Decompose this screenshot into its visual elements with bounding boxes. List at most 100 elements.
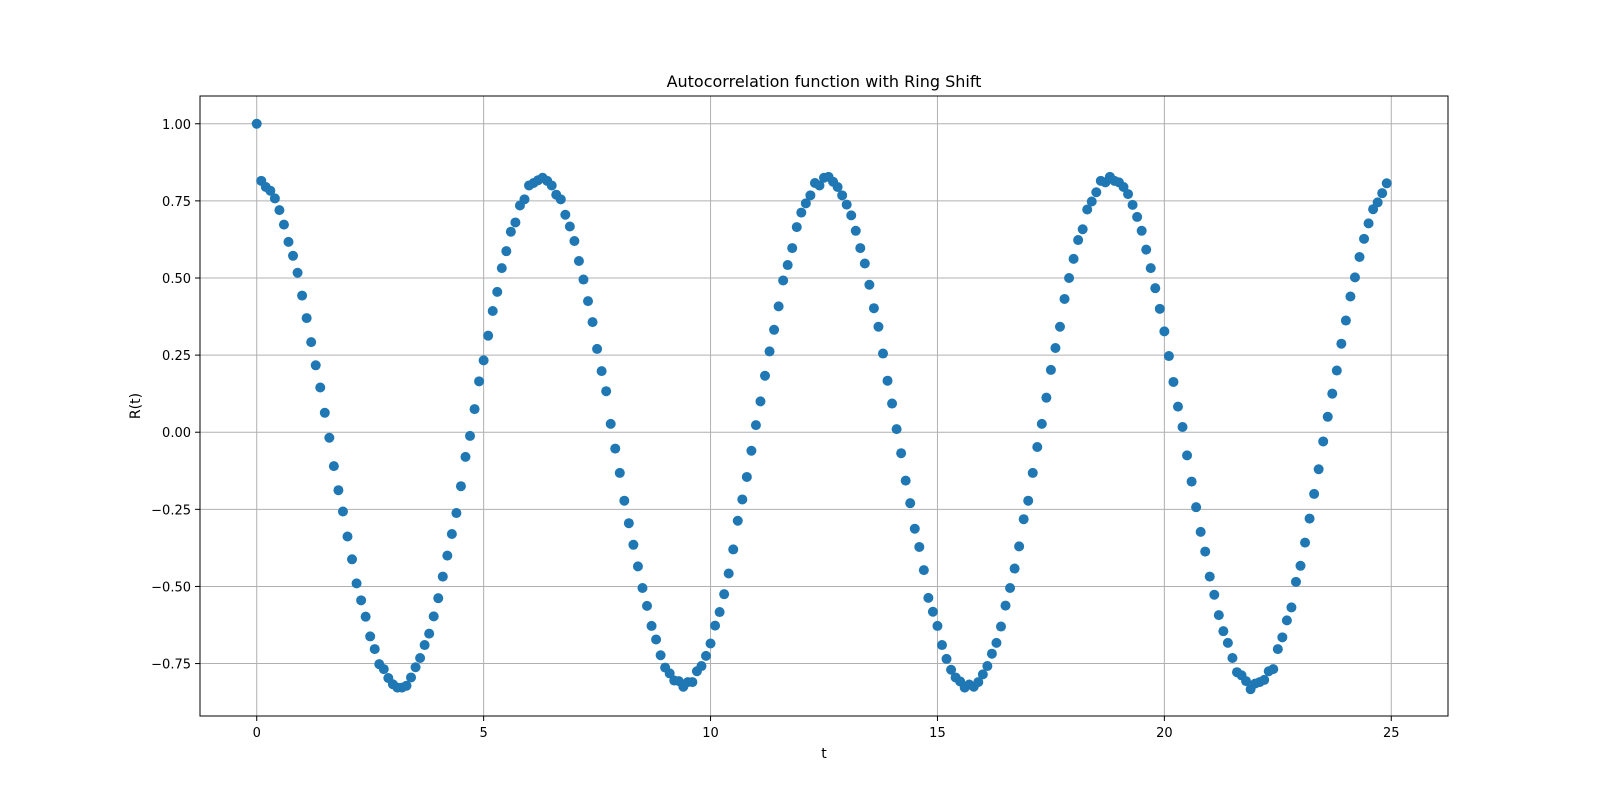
data-point [755,396,766,407]
data-point [596,366,607,377]
scatter-points [251,118,1392,695]
x-axis-label: t [821,746,827,762]
data-point [424,628,435,639]
data-point [619,495,630,506]
data-point [1200,546,1211,557]
data-point [850,225,861,236]
data-point [873,321,884,332]
data-point [614,467,625,478]
data-point [918,565,929,576]
data-point [1145,263,1156,274]
data-point [278,219,289,230]
data-point [446,529,457,540]
data-point [800,198,811,209]
data-point [1218,626,1229,637]
data-point [283,236,294,247]
data-point [778,275,789,286]
data-point [1336,338,1347,349]
data-point [369,644,380,655]
data-point [1127,199,1138,210]
x-tick-label: 25 [1383,726,1400,741]
data-point [1154,303,1165,314]
data-point [932,620,943,631]
data-point [628,539,639,550]
data-point [428,611,439,622]
data-point [991,637,1002,648]
data-point [347,554,358,565]
data-point [269,193,280,204]
data-point [1345,291,1356,302]
data-point [1227,653,1238,664]
data-point [1377,188,1388,199]
data-point [642,600,653,611]
axes-frame [199,95,1449,717]
data-point [1077,224,1088,235]
data-point [1327,388,1338,399]
data-point [982,661,993,672]
data-point [274,205,285,216]
data-point [750,420,761,431]
data-point [1182,450,1193,461]
data-point [378,664,389,675]
data-point [1172,401,1183,412]
data-point [569,235,580,246]
data-point [741,471,752,482]
data-point [546,180,557,191]
data-point [1150,283,1161,294]
y-tick-label: −0.25 [151,503,191,518]
data-point [1073,235,1084,246]
data-point [519,194,530,205]
data-point [1295,560,1306,571]
data-point [1168,376,1179,387]
data-point [637,582,648,593]
data-point [1082,204,1093,215]
data-point [632,561,643,572]
data-point [732,515,743,526]
data-point [1259,674,1270,685]
data-point [319,407,330,418]
data-point [1195,526,1206,537]
data-point [646,620,657,631]
data-point [1313,464,1324,475]
data-point [455,481,466,492]
data-point [324,432,335,443]
data-point [760,370,771,381]
data-point [891,424,902,435]
data-point [587,317,598,328]
data-point [1309,488,1320,499]
data-point [288,250,299,261]
plot-area: 0 5 10 15 20 25 1.00 0.75 0.50 0.25 0.00 −0.25 −0.50… [151,95,1449,741]
data-point [896,448,907,459]
data-point [605,418,616,429]
data-point [1159,326,1170,337]
data-point [555,194,566,205]
data-point [1045,364,1056,375]
data-point [719,589,730,600]
data-point [746,445,757,456]
data-point [1209,589,1220,600]
data-point [1018,514,1029,525]
y-tick-label: −0.75 [151,658,191,673]
data-point [410,662,421,673]
data-point [1009,563,1020,574]
chart-title: Autocorrelation function with Ring Shift [667,72,982,91]
data-point [1381,178,1392,189]
data-point [728,544,739,555]
data-point [1213,610,1224,621]
data-point [877,348,888,359]
data-point [1177,421,1188,432]
data-point [914,541,925,552]
data-point [333,485,344,496]
data-point [478,355,489,366]
data-point [1059,293,1070,304]
data-point [1268,664,1279,675]
data-point [1241,676,1252,687]
data-point [1290,576,1301,587]
x-tick-label: 10 [702,726,719,741]
data-point [832,181,843,192]
data-point [1204,571,1215,582]
data-point [701,650,712,661]
data-point [573,256,584,267]
data-point [1064,272,1075,283]
data-point [592,343,603,354]
